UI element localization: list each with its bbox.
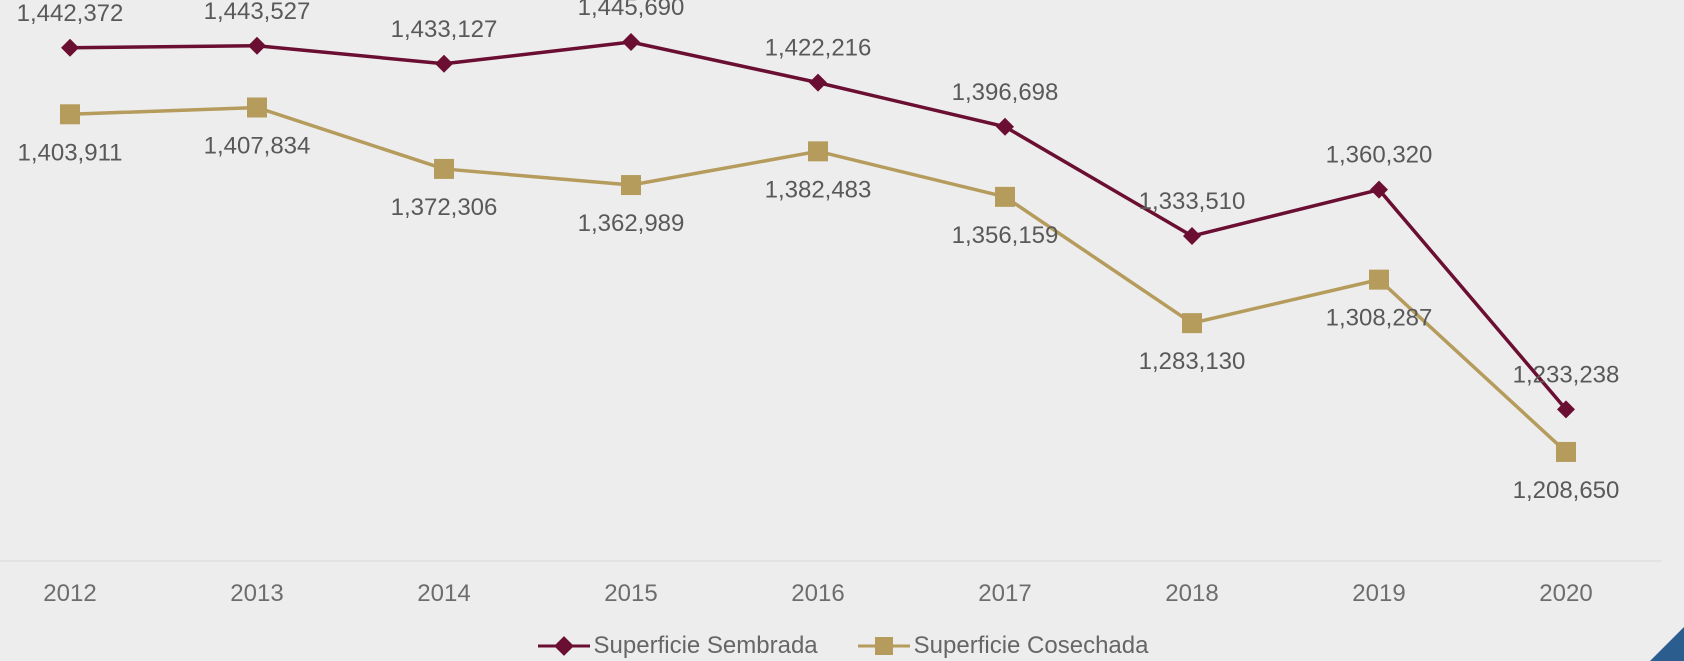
corner-decoration: [1650, 627, 1684, 661]
data-label: 1,396,698: [952, 79, 1059, 106]
data-point-square: [247, 97, 267, 118]
data-label: 1,442,372: [17, 0, 124, 27]
legend-label-cosechada: Superficie Cosechada: [913, 632, 1149, 659]
x-tick-label: 2019: [1352, 580, 1405, 607]
data-label: 1,403,911: [18, 139, 123, 166]
legend-label-sembrada: Superficie Sembrada: [593, 632, 818, 659]
data-label: 1,356,159: [952, 222, 1059, 249]
series-markers: [60, 33, 1576, 462]
data-point-square: [808, 141, 828, 162]
x-tick-label: 2017: [978, 580, 1031, 607]
data-point-diamond: [622, 33, 640, 52]
x-tick-label: 2018: [1165, 580, 1218, 607]
diamond-line-icon: [537, 636, 590, 656]
legend: Superficie Sembrada Superficie Cosechada: [0, 632, 1684, 660]
data-point-diamond: [1183, 227, 1201, 246]
data-point-diamond: [435, 54, 453, 73]
series-line-1: [69, 40, 1568, 411]
data-label: 1,372,306: [391, 194, 498, 221]
data-label: 1,433,127: [391, 16, 498, 43]
x-tick-label: 2014: [417, 580, 470, 607]
data-point-square: [434, 158, 454, 179]
x-axis: 2012 2013 2014 2015 2016 2017 2018 2019 2020: [0, 560, 1662, 607]
data-point-diamond: [248, 36, 266, 55]
data-label: 1,333,510: [1139, 188, 1246, 215]
data-point-diamond: [1370, 180, 1388, 199]
data-point-square: [995, 186, 1015, 207]
data-label: 1,283,130: [1139, 348, 1246, 375]
x-tick-label: 2016: [791, 580, 844, 607]
data-point-diamond: [1557, 400, 1575, 419]
data-label: 1,422,216: [765, 35, 872, 62]
legend-item-cosechada: Superficie Cosechada: [856, 632, 1149, 660]
data-label: 1,407,834: [204, 132, 311, 159]
data-label: 1,443,527: [204, 0, 311, 25]
data-point-square: [1556, 441, 1576, 462]
data-point-diamond: [809, 73, 827, 92]
data-label: 1,362,989: [578, 210, 685, 237]
data-labels: 1,442,372 1,443,527 1,433,127 1,445,690 1,42…: [17, 0, 1620, 504]
data-point-square: [621, 175, 641, 196]
data-label: 1,308,287: [1326, 305, 1433, 332]
square-line-icon: [857, 637, 910, 655]
series-lines: [69, 40, 1568, 454]
data-label: 1,360,320: [1326, 142, 1433, 169]
x-tick-label: 2020: [1539, 580, 1592, 607]
legend-item-sembrada: Superficie Sembrada: [536, 632, 818, 660]
data-point-square: [60, 104, 80, 125]
x-tick-label: 2013: [230, 580, 283, 607]
data-point-diamond: [996, 117, 1014, 136]
data-label: 1,445,690: [578, 0, 685, 21]
data-point-square: [1369, 269, 1389, 290]
data-point-square: [1182, 313, 1202, 334]
x-tick-label: 2012: [43, 580, 96, 607]
data-label: 1,382,483: [765, 176, 872, 203]
data-point-diamond: [61, 38, 79, 57]
data-label: 1,208,650: [1513, 477, 1620, 504]
x-tick-label: 2015: [604, 580, 657, 607]
data-label: 1,233,238: [1513, 361, 1620, 388]
